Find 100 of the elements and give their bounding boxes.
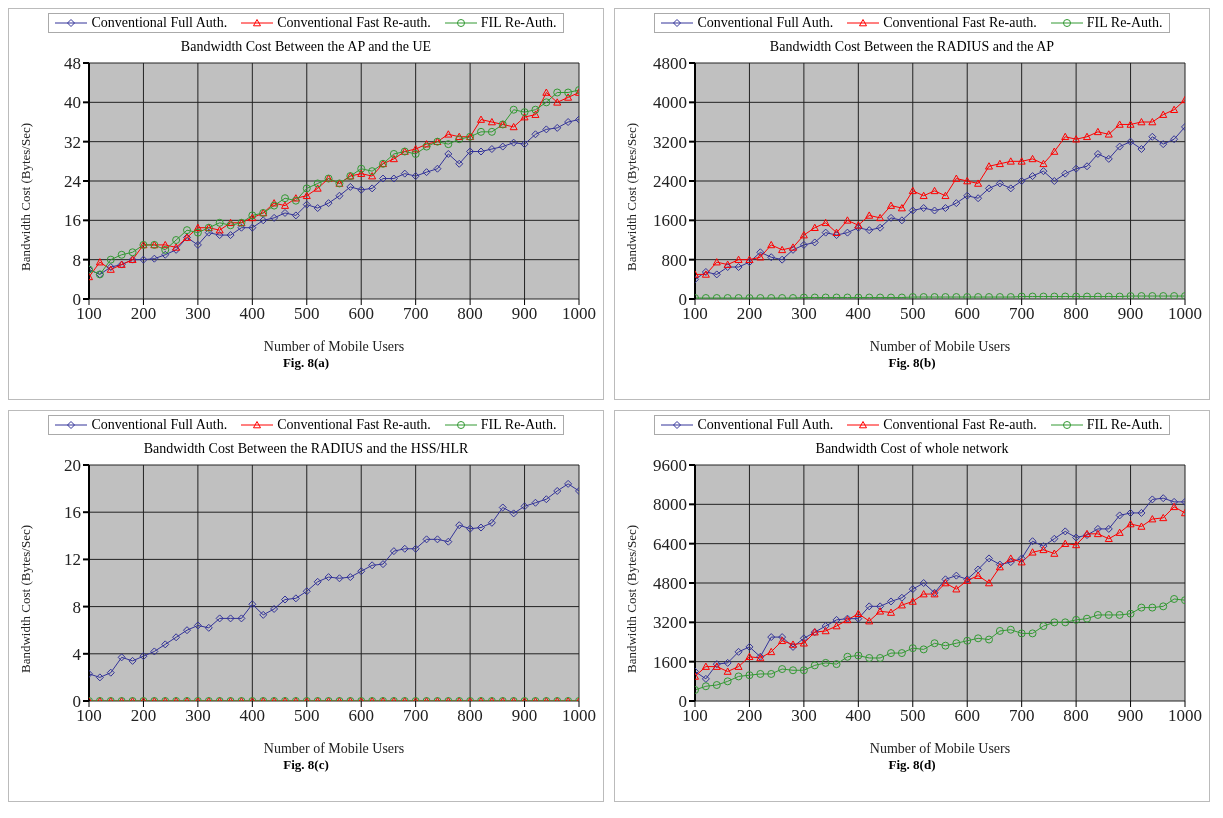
point xyxy=(313,577,322,586)
point xyxy=(1072,292,1081,299)
point xyxy=(542,88,551,96)
point xyxy=(531,130,540,139)
x-tick-label: 1000 xyxy=(1168,304,1202,324)
point xyxy=(734,647,743,656)
point xyxy=(952,585,961,593)
point xyxy=(259,610,268,619)
point xyxy=(832,622,841,630)
point xyxy=(985,635,993,644)
point xyxy=(291,594,300,603)
point xyxy=(1137,292,1146,299)
point xyxy=(564,118,573,126)
point xyxy=(876,213,885,222)
point xyxy=(106,668,115,677)
x-tick-label: 400 xyxy=(239,706,266,726)
point xyxy=(767,240,776,249)
point xyxy=(767,647,776,656)
point xyxy=(1159,513,1168,522)
point xyxy=(335,191,344,200)
point xyxy=(843,216,852,224)
point xyxy=(183,626,191,635)
point xyxy=(1039,622,1048,631)
point xyxy=(117,653,126,662)
point xyxy=(368,172,377,180)
point xyxy=(466,524,475,533)
point xyxy=(919,204,928,213)
x-tick-label: 800 xyxy=(457,304,483,324)
legend-label: Conventional Full Auth. xyxy=(91,417,228,433)
point xyxy=(357,185,366,194)
point xyxy=(745,652,754,661)
point xyxy=(756,669,765,678)
point xyxy=(941,575,950,584)
point xyxy=(1017,177,1026,185)
point xyxy=(723,677,732,686)
y-tick-label: 6400 xyxy=(653,534,687,554)
point xyxy=(444,130,453,138)
point xyxy=(1061,618,1070,627)
point xyxy=(963,191,972,200)
point xyxy=(161,240,170,249)
point xyxy=(1028,292,1037,299)
x-tick-label: 300 xyxy=(791,304,817,324)
point xyxy=(498,142,507,151)
x-axis-title: Number of Mobile Users xyxy=(869,339,1011,354)
x-tick-label: 300 xyxy=(185,706,211,726)
point xyxy=(1093,292,1102,299)
point xyxy=(313,184,322,192)
point xyxy=(466,147,475,156)
point xyxy=(887,608,895,616)
point xyxy=(701,674,710,683)
point xyxy=(734,662,743,670)
point xyxy=(1170,497,1179,506)
point xyxy=(1137,522,1146,530)
point xyxy=(172,236,181,244)
point xyxy=(1126,520,1135,528)
point xyxy=(498,503,507,512)
point xyxy=(1083,292,1091,299)
point xyxy=(876,602,885,611)
point xyxy=(887,649,895,658)
x-tick-label: 600 xyxy=(954,304,980,324)
x-tick-label: 400 xyxy=(239,304,266,324)
point xyxy=(270,213,279,222)
point xyxy=(1170,594,1179,603)
x-tick-label: 1000 xyxy=(1168,706,1202,726)
point xyxy=(302,200,311,209)
x-tick-label: 300 xyxy=(185,304,211,324)
point xyxy=(313,179,322,188)
point xyxy=(778,245,787,254)
point xyxy=(313,204,322,213)
point xyxy=(865,602,874,611)
x-axis-title: Number of Mobile Users xyxy=(263,741,405,756)
y-tick-label: 9600 xyxy=(653,456,687,476)
point xyxy=(767,633,776,642)
point xyxy=(1028,629,1037,638)
legend-label: Conventional Fast Re-auth. xyxy=(277,417,431,433)
x-tick-label: 900 xyxy=(1117,706,1144,726)
x-tick-label: 200 xyxy=(130,706,157,726)
point xyxy=(106,255,115,264)
x-tick-label: 100 xyxy=(682,304,708,324)
point xyxy=(1083,132,1091,141)
point xyxy=(400,169,409,178)
y-tick-label: 16 xyxy=(64,503,81,523)
point xyxy=(215,231,224,240)
chart-title: Bandwidth Cost Between the RADIUS and the HSS/HLR xyxy=(142,441,470,457)
point xyxy=(193,228,202,237)
point xyxy=(1126,120,1135,128)
point xyxy=(712,258,721,266)
point xyxy=(139,652,148,661)
point xyxy=(941,641,950,650)
legend-label: Conventional Full Auth. xyxy=(697,417,834,433)
point xyxy=(237,223,246,232)
point xyxy=(520,140,529,149)
y-tick-label: 4000 xyxy=(653,93,687,113)
point xyxy=(1061,539,1070,547)
point xyxy=(368,561,377,570)
chart-title: Bandwidth Cost Between the RADIUS and the AP xyxy=(768,39,1056,55)
point xyxy=(1170,135,1179,144)
point xyxy=(509,138,518,147)
point xyxy=(930,639,939,648)
point xyxy=(908,585,917,594)
